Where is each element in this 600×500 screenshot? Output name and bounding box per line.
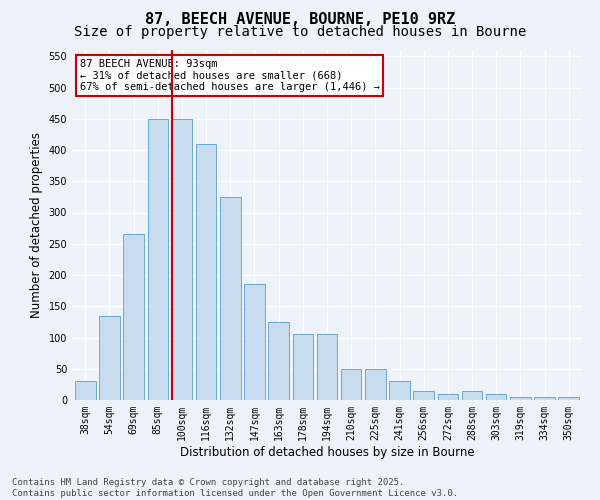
Bar (365, 368, 386, 400)
Bar (389, 381, 410, 400)
Bar (220, 197, 241, 400)
Text: Contains HM Land Registry data © Crown copyright and database right 2025.
Contai: Contains HM Land Registry data © Crown c… (12, 478, 458, 498)
Bar (534, 397, 555, 400)
Bar (293, 334, 313, 400)
Bar (99, 316, 120, 400)
Text: 87, BEECH AVENUE, BOURNE, PE10 9RZ: 87, BEECH AVENUE, BOURNE, PE10 9RZ (145, 12, 455, 28)
Bar (341, 368, 361, 400)
Bar (510, 397, 530, 400)
Bar (124, 234, 144, 400)
Bar (462, 390, 482, 400)
Bar (172, 118, 192, 400)
X-axis label: Distribution of detached houses by size in Bourne: Distribution of detached houses by size … (179, 446, 475, 458)
Bar (75, 381, 95, 400)
Bar (559, 397, 579, 400)
Bar (196, 144, 217, 400)
Bar (244, 284, 265, 400)
Y-axis label: Number of detached properties: Number of detached properties (30, 132, 43, 318)
Bar (268, 322, 289, 400)
Text: Size of property relative to detached houses in Bourne: Size of property relative to detached ho… (74, 25, 526, 39)
Bar (148, 118, 168, 400)
Bar (317, 334, 337, 400)
Bar (437, 394, 458, 400)
Bar (486, 394, 506, 400)
Bar (413, 390, 434, 400)
Text: 87 BEECH AVENUE: 93sqm
← 31% of detached houses are smaller (668)
67% of semi-de: 87 BEECH AVENUE: 93sqm ← 31% of detached… (80, 58, 380, 92)
